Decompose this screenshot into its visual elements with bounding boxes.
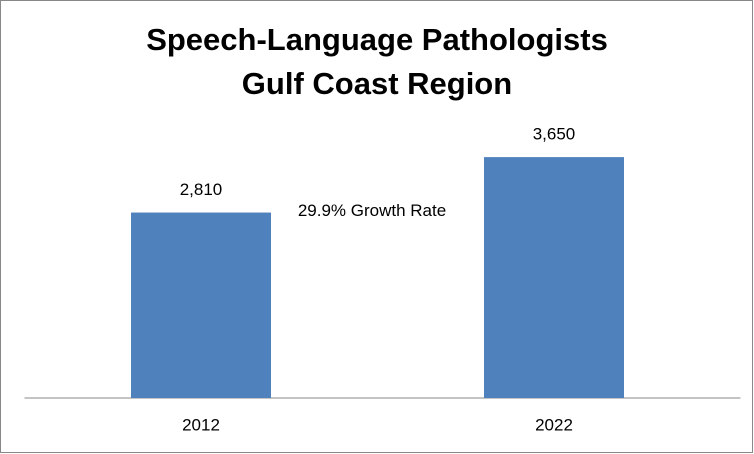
x-tick-label: 2012 [182,415,220,434]
x-tick-label: 2022 [535,415,573,434]
data-label: 2,810 [180,180,223,199]
chart-title: Speech-Language Pathologists Gulf Coast … [146,22,608,101]
bar [484,157,624,398]
bar [131,212,271,398]
data-label: 3,650 [533,125,576,144]
annotation: 29.9% Growth Rate [297,201,447,220]
